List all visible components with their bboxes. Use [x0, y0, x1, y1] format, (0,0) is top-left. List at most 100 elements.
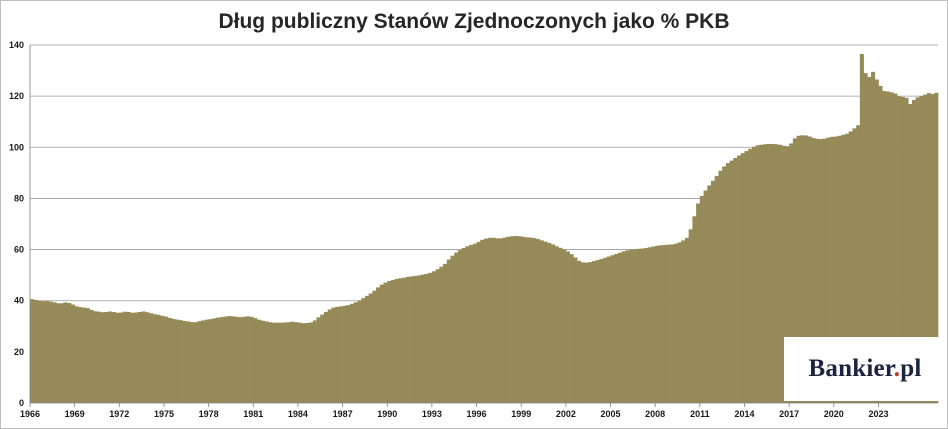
bar: [44, 300, 49, 403]
bar: [420, 274, 425, 403]
bar: [923, 94, 928, 404]
bar: [193, 322, 198, 403]
x-axis-ticks: 1966 1969 1972 1975 1978 1981 1984 1987 1990 1993…: [20, 403, 888, 419]
x-tick-label: 1966: [20, 409, 40, 419]
bar: [856, 125, 861, 403]
bar: [498, 238, 503, 403]
bar: [696, 203, 701, 403]
x-tick-label: 1999: [511, 409, 531, 419]
bar: [268, 322, 273, 403]
bar: [338, 306, 343, 403]
bar: [763, 144, 768, 403]
bar: [830, 136, 835, 404]
logo-text: Bankier.pl: [809, 355, 922, 383]
bar: [800, 135, 805, 403]
bar: [271, 322, 276, 403]
bar: [175, 319, 180, 403]
bar: [216, 317, 221, 403]
bar: [465, 246, 470, 403]
bar: [852, 128, 857, 404]
bar: [662, 244, 667, 403]
bar: [361, 298, 366, 403]
bar: [204, 319, 209, 403]
y-tick-label: 80: [14, 193, 24, 203]
bar: [178, 320, 183, 403]
x-tick-label: 1996: [467, 409, 487, 419]
bar: [119, 312, 124, 403]
bar: [249, 316, 254, 403]
bar: [751, 146, 756, 403]
bar: [379, 284, 384, 403]
bar: [156, 314, 161, 403]
bar: [673, 243, 678, 403]
bar: [524, 237, 529, 403]
x-tick-label: 1984: [288, 409, 308, 419]
bar: [390, 280, 396, 403]
bar: [394, 278, 399, 403]
bar: [766, 143, 771, 403]
bar: [450, 255, 455, 403]
bar: [74, 306, 79, 403]
bar: [230, 316, 236, 403]
axes: [29, 45, 938, 404]
bar: [577, 260, 582, 403]
bar: [96, 311, 102, 403]
bar: [405, 276, 410, 403]
bar: [461, 248, 466, 403]
logo-text-main: Bankier: [808, 355, 894, 382]
bar: [644, 248, 649, 403]
bar: [457, 250, 463, 403]
bar: [759, 144, 764, 404]
bar: [867, 76, 872, 404]
bar: [811, 138, 816, 403]
bar: [208, 319, 213, 403]
bar: [885, 91, 890, 403]
bar: [37, 300, 42, 403]
bar: [595, 260, 600, 403]
bar: [692, 216, 697, 403]
bar: [469, 244, 474, 403]
bar: [63, 302, 68, 403]
bar: [565, 251, 570, 403]
bar: [443, 263, 448, 403]
x-tick-label: 1981: [243, 409, 263, 419]
bar: [625, 250, 630, 403]
bar: [171, 318, 176, 403]
bar: [550, 244, 556, 403]
bar: [859, 53, 864, 403]
bar: [930, 94, 935, 403]
bar: [792, 138, 797, 403]
bar: [651, 246, 656, 403]
bar: [807, 136, 812, 404]
bar: [353, 302, 358, 403]
bar: [603, 257, 608, 403]
bar: [417, 275, 422, 403]
bar: [242, 316, 247, 403]
bar: [528, 237, 533, 403]
bar: [617, 252, 623, 403]
bar: [562, 249, 567, 403]
bar: [78, 307, 83, 403]
bar: [327, 309, 332, 403]
bar: [744, 151, 749, 403]
bar: [934, 92, 939, 403]
bar: [733, 158, 738, 403]
bar: [796, 135, 801, 403]
bar: [480, 239, 485, 403]
bar: [431, 271, 436, 403]
bar: [264, 321, 269, 403]
bar: [190, 322, 195, 403]
bar: [871, 71, 876, 403]
bar: [591, 261, 596, 403]
bar: [588, 262, 593, 403]
bar: [785, 146, 790, 403]
x-tick-label: 1993: [422, 409, 442, 419]
bar: [409, 276, 414, 403]
bar: [729, 160, 734, 403]
bar: [89, 309, 94, 403]
bar: [41, 301, 46, 403]
bar: [513, 236, 518, 403]
bar: [108, 311, 113, 403]
x-tick-label: 2023: [868, 409, 888, 419]
bar: [900, 96, 905, 403]
